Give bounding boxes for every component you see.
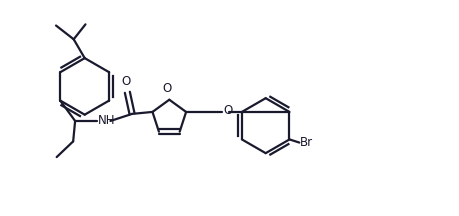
Text: O: O: [223, 104, 232, 117]
Text: NH: NH: [97, 114, 115, 127]
Text: Br: Br: [299, 136, 313, 149]
Text: O: O: [121, 75, 130, 88]
Text: O: O: [162, 82, 172, 95]
